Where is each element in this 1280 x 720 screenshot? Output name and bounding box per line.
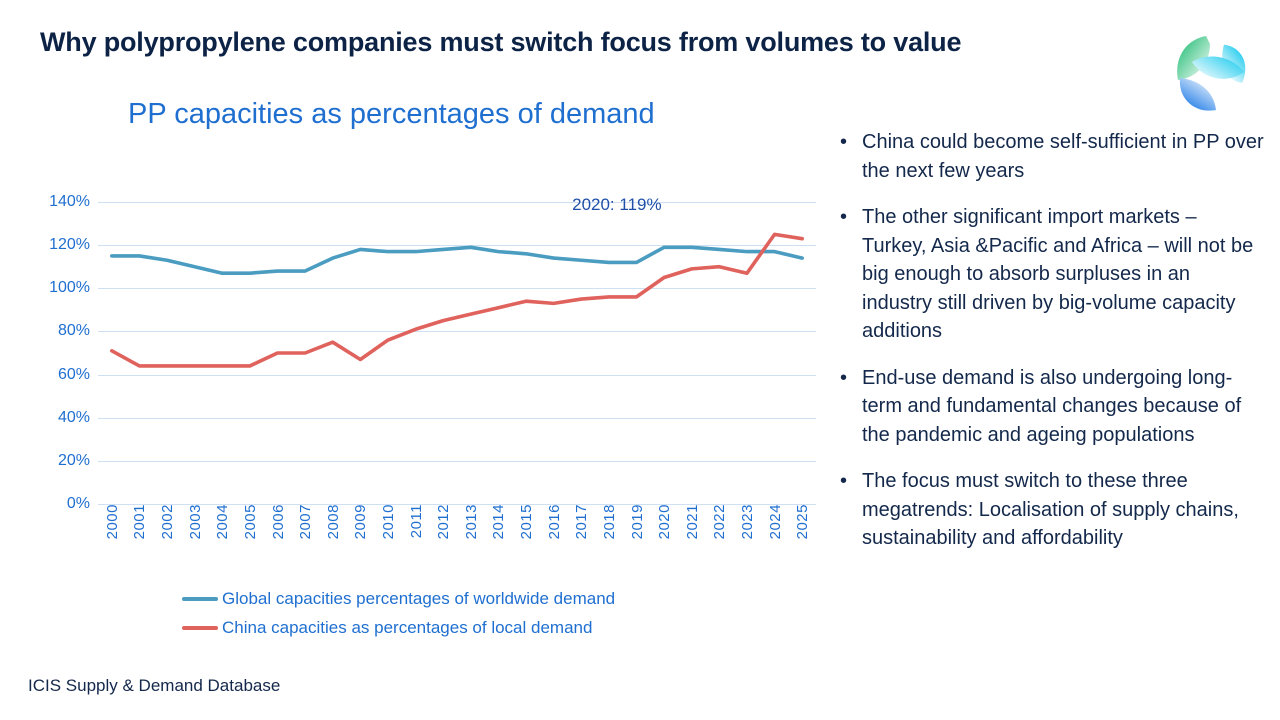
data-point-annotation: 2020: 119% (572, 195, 662, 215)
x-axis: 2000 2001 2002 2003 2004 2005 2006 2007 2008 2009… (98, 504, 816, 574)
x-axis-tick: 2009 (352, 504, 370, 540)
x-axis-tick: 2020 (656, 504, 674, 540)
legend-item[interactable]: Global capacities percentages of worldwi… (182, 584, 615, 613)
x-axis-tick: 2014 (490, 504, 508, 540)
y-axis-tick: 0% (66, 495, 90, 512)
y-axis-tick: 140% (49, 193, 90, 210)
x-axis-tick: 2006 (269, 504, 287, 540)
x-axis-tick: 2010 (379, 504, 397, 540)
x-axis-tick: 2000 (103, 504, 121, 540)
x-axis-tick: 2017 (573, 504, 591, 540)
legend-swatch-icon (182, 596, 218, 601)
x-axis-tick: 2005 (241, 504, 259, 540)
x-axis-tick: 2024 (766, 504, 784, 540)
x-axis-tick: 2011 (407, 504, 425, 539)
y-axis-tick: 120% (49, 236, 90, 254)
x-axis-tick: 2021 (683, 504, 701, 540)
plot-area: 2020: 119% (98, 195, 816, 505)
bullet-text: End-use demand is also undergoing long-t… (862, 366, 1242, 446)
x-axis-tick: 2019 (628, 504, 646, 540)
gridline (98, 460, 816, 462)
x-axis-tick: 2008 (324, 504, 342, 540)
x-axis-tick: 2002 (159, 504, 177, 540)
x-axis-tick: 2001 (131, 504, 149, 540)
series-line (112, 247, 802, 273)
gridline (98, 202, 816, 203)
y-axis-tick: 20% (57, 451, 90, 469)
x-axis-tick: 2007 (297, 504, 315, 540)
y-axis-tick: 40% (57, 408, 90, 426)
y-axis-tick: 100% (49, 279, 90, 297)
x-axis-tick: 2022 (711, 504, 729, 540)
gridline (98, 288, 816, 290)
legend-label: China capacities as percentages of local… (222, 617, 593, 637)
bullet-item: • The focus must switch to these three me… (840, 467, 1264, 553)
y-axis: 140% 120% 100% 80% 60% 40% 20% 0% (18, 193, 90, 512)
legend-item[interactable]: China capacities as percentages of local… (182, 613, 615, 642)
icis-pinwheel-logo (1162, 22, 1266, 126)
x-axis-tick: 2004 (214, 504, 232, 540)
bullet-text: The other significant import markets – T… (862, 206, 1254, 342)
source-note: ICIS Supply & Demand Database (28, 676, 281, 695)
plot-wrapper: 140% 120% 100% 80% 60% 40% 20% 0% 2020: 119% (0, 193, 830, 512)
bullet-list: • China could become self-sufficient in P… (840, 128, 1264, 571)
bullet-marker-icon: • (840, 366, 848, 389)
chart-title: PP capacities as percentages of demand (128, 98, 655, 130)
bullet-marker-icon: • (840, 131, 848, 153)
gridline (98, 374, 816, 376)
x-axis-tick: 2023 (738, 504, 756, 540)
chart-legend: Global capacities percentages of worldwi… (182, 584, 615, 642)
series-line (112, 234, 802, 366)
bullet-item: • The other significant import markets – … (840, 203, 1264, 346)
y-axis-tick: 60% (57, 365, 90, 383)
bullet-text: China could become self-sufficient in PP… (862, 131, 1264, 182)
gridline (98, 504, 816, 505)
bullet-marker-icon: • (840, 206, 848, 228)
x-axis-tick: 2015 (518, 504, 536, 540)
y-axis-tick: 80% (57, 322, 90, 340)
x-axis-tick: 2003 (186, 504, 204, 540)
legend-label: Global capacities percentages of worldwi… (222, 588, 616, 608)
bullet-item: • China could become self-sufficient in P… (840, 128, 1264, 185)
gridline (98, 331, 816, 333)
x-axis-tick: 2013 (462, 504, 480, 540)
x-axis-tick: 2016 (545, 504, 563, 540)
bullet-text: The focus must switch to these three meg… (862, 470, 1239, 549)
gridline (98, 417, 816, 419)
bullet-item: • End-use demand is also undergoing long-… (840, 364, 1264, 450)
gridline (98, 245, 816, 247)
x-axis-tick: 2012 (435, 504, 453, 540)
series-lines (98, 202, 816, 504)
chart-panel: PP capacities as percentages of demand 1… (0, 92, 830, 652)
bullet-marker-icon: • (840, 470, 848, 492)
x-axis-tick: 2018 (600, 504, 618, 540)
x-axis-tick: 2025 (794, 504, 812, 540)
page-title: Why polypropylene companies must switch … (40, 27, 962, 57)
legend-swatch-icon (182, 625, 218, 630)
